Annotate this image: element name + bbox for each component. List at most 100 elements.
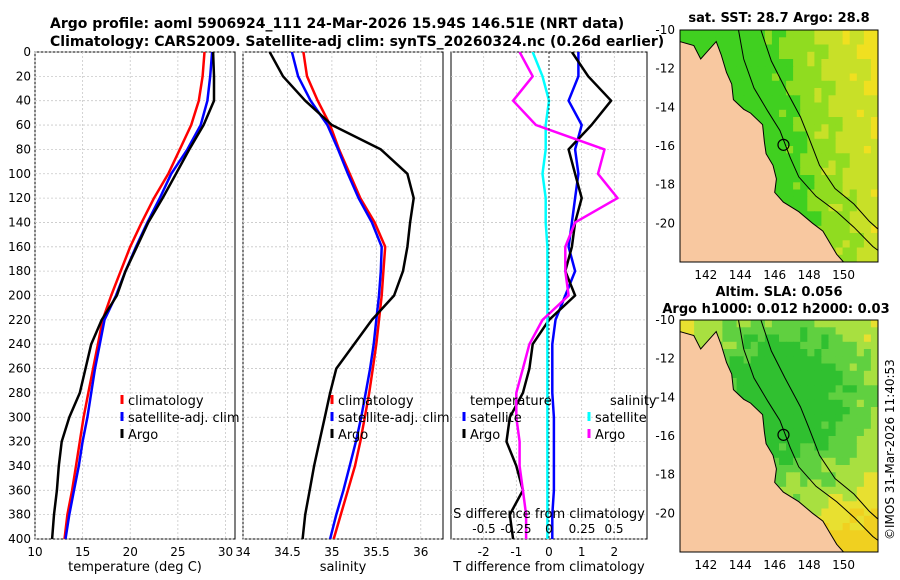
field-cell [849,51,858,60]
field-cell [863,30,872,38]
field-cell [849,109,858,118]
field-cell [849,378,858,386]
field-cell [764,88,773,96]
map-lat-label: -14 [655,390,675,404]
field-cell [814,117,823,125]
field-cell [842,225,851,234]
field-cell [842,189,851,198]
field-cell [793,117,801,125]
field-cell [779,175,787,183]
sst-map-title: sat. SST: 28.7 Argo: 28.8 [688,11,869,26]
field-cell [807,95,815,104]
field-cell [771,138,780,147]
x-tick-label-s: 0 [545,522,553,536]
field-cell [793,131,801,140]
field-cell [835,472,844,481]
field-cell [800,124,808,133]
sla-map-frame [679,319,879,553]
field-cell [764,320,773,328]
field-cell [835,465,844,473]
field-cell [800,421,808,430]
field-cell [856,37,865,46]
sla-map-subtitle: Argo h1000: 0.012 h2000: 0.03 [662,302,889,317]
field-cell [807,334,815,343]
field-cell [863,167,872,176]
field-cell [800,356,808,365]
field-cell [828,436,837,444]
map-lon-label: 144 [729,268,752,282]
field-cell [870,378,878,386]
field-cell [856,124,865,133]
field-cell [814,486,823,495]
field-cell [807,501,815,510]
field-cell [715,327,724,336]
field-cell [842,167,851,176]
y-tick-label: 80 [16,142,31,156]
field-cell [743,95,752,104]
field-cell [828,160,837,169]
field-cell [779,196,787,205]
field-cell [870,204,878,212]
field-cell [807,73,815,82]
field-cell [835,182,844,191]
field-cell [842,378,851,386]
field-cell [750,399,759,408]
field-cell [828,479,837,488]
field-cell [764,414,773,423]
field-cell [863,501,872,510]
field-cell [863,479,872,488]
field-cell [779,349,787,357]
field-cell [807,88,815,96]
field-cell [842,44,851,53]
field-cell [849,30,858,38]
field-cell [863,537,872,546]
field-cell [863,450,872,459]
field-cell [863,117,872,125]
field-cell [814,334,823,343]
field-cell [800,44,808,53]
field-cell [757,370,766,379]
x-axis-label: T difference from climatology [452,560,645,575]
field-cell [814,465,823,473]
field-cell [849,160,858,169]
field-cell [814,211,823,220]
field-cell [870,51,878,60]
field-cell [736,356,745,365]
field-cell [779,378,787,386]
field-cell [779,327,787,336]
field-cell [793,73,801,82]
field-cell [870,225,878,234]
field-cell [849,465,858,473]
field-cell [814,160,823,169]
field-cell [814,37,823,46]
field-cell [863,138,872,147]
field-cell [835,363,844,372]
field-cell [842,124,851,133]
field-cell [870,247,878,256]
field-cell [821,479,830,488]
x-tick-label: 34 [235,545,250,559]
field-cell [828,196,837,205]
difference-profile-panel: -2 -1 0 1 2T difference from climatology S di… [450,51,657,575]
field-cell [828,378,837,386]
field-cell [779,131,787,140]
field-cell [750,109,759,118]
field-cell [793,407,801,415]
field-cell [849,472,858,481]
field-cell [729,73,738,82]
field-cell [842,102,851,111]
field-cell [800,189,808,198]
field-cell [856,247,865,256]
field-cell [694,320,702,328]
field-cell [856,508,865,517]
field-cell [835,247,844,256]
field-cell [842,407,851,415]
field-cell [863,341,872,350]
field-cell [821,320,830,328]
field-cell [870,392,878,401]
field-cell [835,515,844,524]
field-cell [715,37,724,46]
x-tick-label: 15 [75,545,90,559]
field-cell [694,37,702,46]
field-cell [729,320,738,328]
